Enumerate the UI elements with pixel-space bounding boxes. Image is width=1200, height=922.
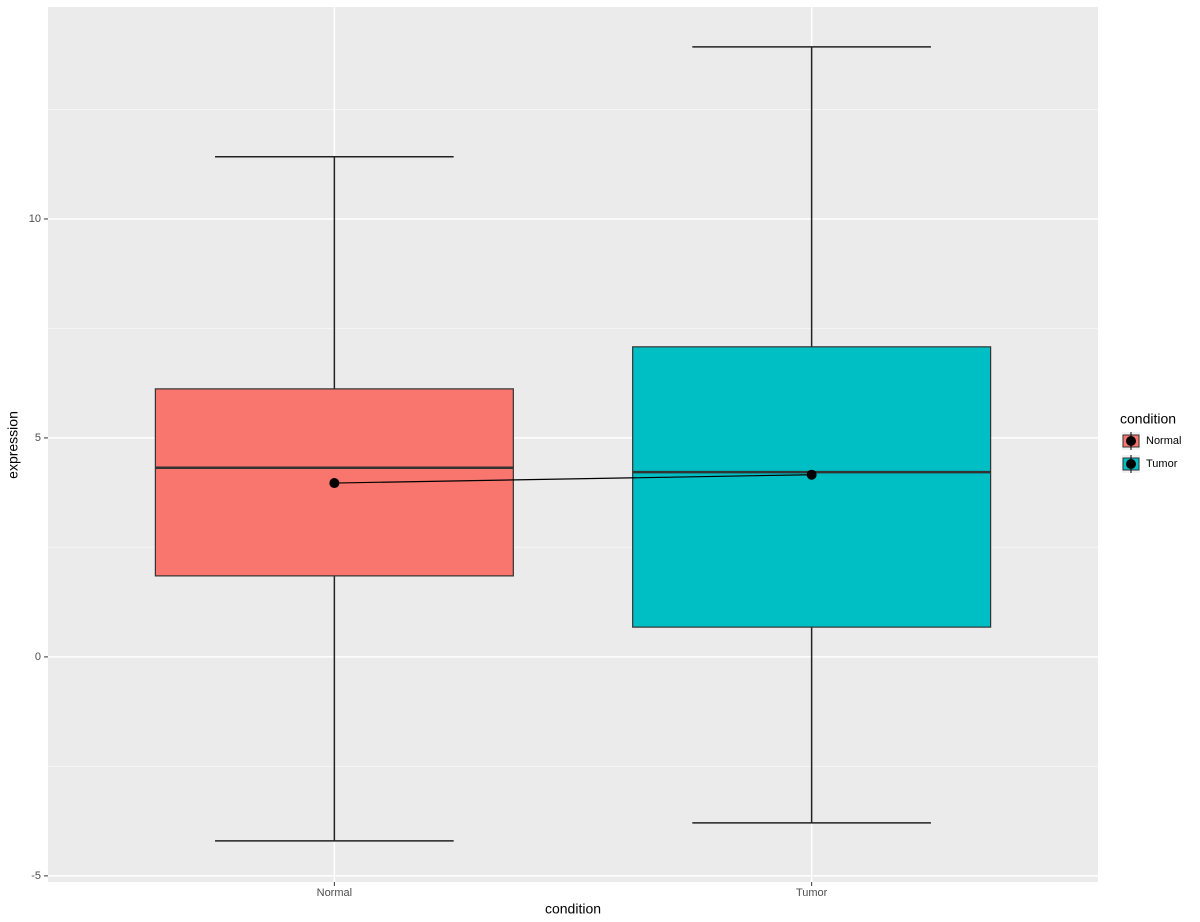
mean-line [334,474,812,484]
y-tick-label: -5 [31,870,41,882]
legend-label: Tumor [1146,458,1178,470]
legend-title: condition [1120,411,1176,427]
legend-key-point [1126,459,1136,469]
y-axis-title: expression [5,411,21,479]
x-tick-label: Tumor [796,887,828,899]
x-axis-title: condition [545,901,601,917]
legend-label: Normal [1146,435,1181,447]
y-tick-label: 10 [29,213,41,225]
legend-key-point [1126,436,1136,446]
y-tick-label: 5 [35,432,41,444]
mean-point [806,469,817,480]
mean-point [329,478,340,489]
x-tick-label: Normal [317,887,352,899]
box [632,346,992,628]
y-tick-label: 0 [35,651,41,663]
